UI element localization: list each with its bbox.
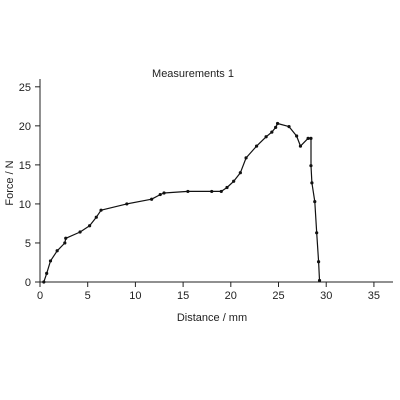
data-point — [275, 121, 280, 126]
data-point — [158, 192, 162, 197]
data-series — [42, 121, 322, 284]
data-point — [150, 197, 154, 201]
data-point — [78, 230, 82, 234]
data-point — [244, 156, 248, 160]
data-point — [125, 202, 129, 206]
data-point — [232, 179, 236, 183]
x-tick-label: 20 — [225, 290, 237, 302]
data-point — [64, 236, 68, 240]
data-point — [270, 130, 274, 134]
x-tick-label: 35 — [368, 290, 380, 302]
data-point — [225, 185, 229, 190]
data-point — [42, 280, 46, 284]
y-tick-label: 10 — [19, 199, 31, 211]
data-point — [63, 241, 67, 245]
data-point — [254, 144, 259, 148]
y-axis-title: Force / N — [4, 160, 16, 205]
data-point — [48, 259, 53, 263]
data-point — [298, 144, 303, 148]
data-point — [210, 189, 214, 194]
x-tick-label: 5 — [85, 290, 91, 302]
data-point — [99, 208, 103, 212]
chart-title: Measurements 1 — [152, 68, 234, 80]
y-tick-label: 15 — [19, 160, 31, 172]
x-tick-label: 10 — [129, 290, 141, 302]
data-point — [316, 260, 321, 264]
data-point — [274, 125, 278, 130]
data-point — [264, 135, 268, 139]
ticks: 0 5 10 15 20 25 30 35 0 5 10 15 20 25 — [19, 82, 380, 302]
data-point — [238, 171, 242, 175]
x-tick-label: 30 — [320, 290, 332, 302]
data-point — [309, 136, 313, 140]
data-point — [313, 199, 317, 204]
data-point — [287, 125, 291, 129]
y-tick-label: 0 — [25, 277, 31, 289]
data-point — [88, 224, 92, 228]
data-point — [55, 249, 59, 253]
data-point — [315, 231, 319, 235]
y-tick-label: 5 — [25, 238, 31, 250]
data-point — [306, 136, 310, 140]
x-axis-title: Distance / mm — [177, 312, 247, 324]
data-point — [295, 134, 299, 138]
data-point — [162, 191, 166, 195]
data-point — [45, 271, 49, 276]
x-tick-label: 25 — [272, 290, 284, 302]
data-point — [219, 189, 223, 194]
data-point — [186, 189, 190, 194]
data-point — [94, 215, 98, 219]
x-tick-label: 0 — [37, 290, 43, 302]
data-point — [317, 278, 322, 283]
data-point — [309, 164, 313, 168]
y-tick-label: 25 — [19, 82, 31, 94]
x-tick-label: 15 — [177, 290, 189, 302]
axes — [39, 79, 393, 283]
data-point — [310, 181, 314, 185]
y-tick-label: 20 — [19, 121, 31, 133]
